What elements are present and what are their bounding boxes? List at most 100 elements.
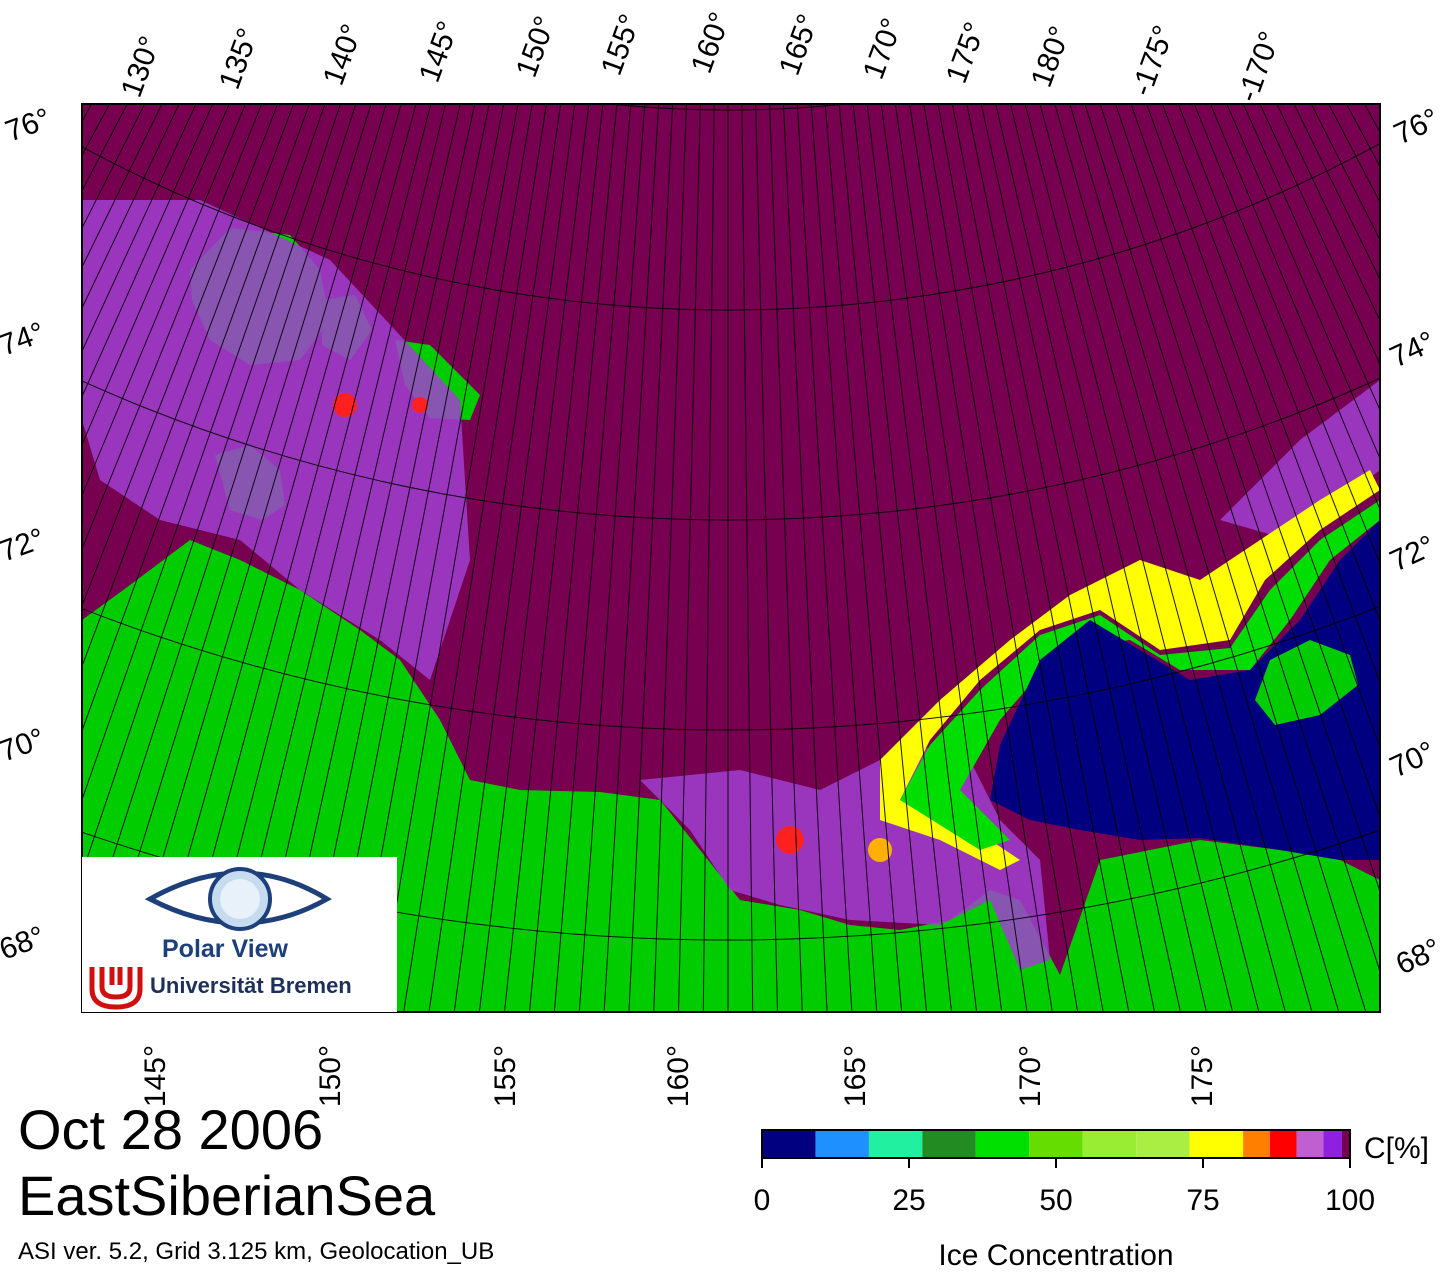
longitude-line xyxy=(82,104,310,733)
longitude-line xyxy=(628,104,674,1012)
top-longitude-labels: 130° 135° 140° 145° 150° 155° 160° 165° 170° 175°… xyxy=(115,8,1287,106)
longitude-line xyxy=(1193,104,1380,565)
longitude-label: 140° xyxy=(317,20,369,90)
university-label: Universität Bremen xyxy=(150,973,352,998)
longitude-line xyxy=(741,104,754,1012)
longitude-line xyxy=(1209,104,1380,511)
longitude-line xyxy=(1115,104,1380,894)
latitude-label: 74° xyxy=(1385,325,1440,374)
longitude-label: 180° xyxy=(1025,22,1077,92)
longitude-label: 175° xyxy=(940,18,992,88)
legend-color-bar xyxy=(762,1130,1350,1158)
open-water-chukchi xyxy=(990,520,1380,860)
longitude-label: 130° xyxy=(115,32,167,102)
longitude-label: 150° xyxy=(314,1045,347,1107)
longitude-line xyxy=(1242,104,1380,412)
high-conc-patch xyxy=(776,826,804,854)
longitude-line xyxy=(966,104,1156,1012)
graticule xyxy=(82,104,1380,1012)
longitude-line xyxy=(82,104,180,310)
longitude-line xyxy=(1069,104,1340,1012)
longitude-line xyxy=(82,104,279,608)
legend-color-bin xyxy=(1243,1130,1270,1158)
longitude-line xyxy=(838,104,928,1012)
longitude-line xyxy=(1161,104,1380,684)
sea-ice-map: 130° 135° 140° 145° 150° 155° 160° 165° 170° 175°… xyxy=(0,8,1446,1107)
longitude-label: 170° xyxy=(1014,1045,1047,1107)
longitude-line xyxy=(1009,104,1234,1012)
longitude-label: 135° xyxy=(213,24,265,94)
longitude-label: 155° xyxy=(595,10,647,80)
longitude-line xyxy=(82,104,197,353)
longitude-label: 160° xyxy=(685,8,737,78)
longitude-line xyxy=(755,104,778,1012)
longitude-line xyxy=(1099,104,1380,974)
longitude-label: 170° xyxy=(857,14,909,84)
processing-info: ASI ver. 5.2, Grid 3.125 km, Geolocation… xyxy=(18,1238,495,1265)
longitude-line xyxy=(553,104,632,1012)
ice-edge-band-yellow xyxy=(880,470,1380,870)
longitude-line xyxy=(852,104,953,1012)
latitude-label: 76° xyxy=(1389,102,1444,151)
legend-tick-label: 100 xyxy=(1325,1184,1375,1217)
longitude-line xyxy=(1310,104,1380,242)
latitude-label: 76° xyxy=(1,102,55,149)
legend-color-bin xyxy=(1323,1130,1342,1158)
longitude-line xyxy=(453,104,576,1012)
longitude-line xyxy=(82,104,295,668)
longitude-line xyxy=(1259,104,1380,366)
longitude-line xyxy=(1276,104,1380,322)
longitude-line xyxy=(603,104,660,1012)
longitude-line xyxy=(937,104,1104,1012)
legend-color-bin xyxy=(762,1130,816,1158)
longitude-line xyxy=(1177,104,1380,623)
longitude-line xyxy=(1054,104,1313,1012)
latitude-label: 68° xyxy=(1391,932,1446,981)
longitude-line xyxy=(82,104,146,230)
longitude-line xyxy=(1226,104,1380,460)
longitude-label: -170° xyxy=(1231,27,1287,106)
longitude-label: 165° xyxy=(839,1045,872,1107)
right-latitude-labels: 76° 74° 72° 70° 68° xyxy=(1385,102,1446,981)
latitude-label: 74° xyxy=(0,316,49,363)
longitude-line xyxy=(796,104,853,1012)
longitude-line xyxy=(403,104,548,1012)
latitude-label: 72° xyxy=(1385,529,1440,578)
longitude-label: 155° xyxy=(489,1045,522,1107)
latitude-label: 68° xyxy=(0,920,49,967)
legend-color-bin xyxy=(1189,1130,1244,1158)
longitude-line xyxy=(980,104,1181,1012)
longitude-line xyxy=(578,104,646,1012)
polar-view-label: Polar View xyxy=(162,935,288,963)
latitude-label: 70° xyxy=(1385,735,1440,784)
legend-color-bin xyxy=(922,1130,976,1158)
legend-color-bin xyxy=(975,1130,1030,1158)
legend-color-bin xyxy=(815,1130,869,1158)
polar-view-logo: Polar View Universität Bremen xyxy=(82,857,397,1012)
longitude-line xyxy=(82,104,326,802)
longitude-line xyxy=(1039,104,1286,1012)
longitude-line xyxy=(678,104,701,1012)
longitude-line xyxy=(880,104,1003,1012)
longitude-label: 150° xyxy=(510,12,562,82)
siberian-mainland xyxy=(82,540,1380,1012)
wrangel-island-overlay xyxy=(1255,640,1358,725)
longitude-line xyxy=(995,104,1207,1012)
longitude-line xyxy=(352,104,519,1012)
longitude-line xyxy=(908,104,1053,1012)
longitude-line xyxy=(824,104,903,1012)
ice-concentration-legend: C[%] 0 25 50 75 100 Ice Concentration xyxy=(754,1129,1429,1272)
high-conc-patch xyxy=(412,397,428,413)
legend-color-bin xyxy=(1082,1130,1137,1158)
high-conc-patch xyxy=(868,838,892,862)
longitude-line xyxy=(82,104,263,551)
latitude-label: 72° xyxy=(0,522,49,569)
latitude-label: 70° xyxy=(0,722,49,769)
longitude-line xyxy=(923,104,1079,1012)
longitude-line xyxy=(702,104,715,1012)
longitude-line xyxy=(503,104,604,1012)
longitude-line xyxy=(377,104,533,1012)
longitude-label: 160° xyxy=(662,1045,695,1107)
legend-color-bin xyxy=(1029,1130,1083,1158)
left-latitude-labels: 76° 74° 72° 70° 68° xyxy=(0,102,55,967)
